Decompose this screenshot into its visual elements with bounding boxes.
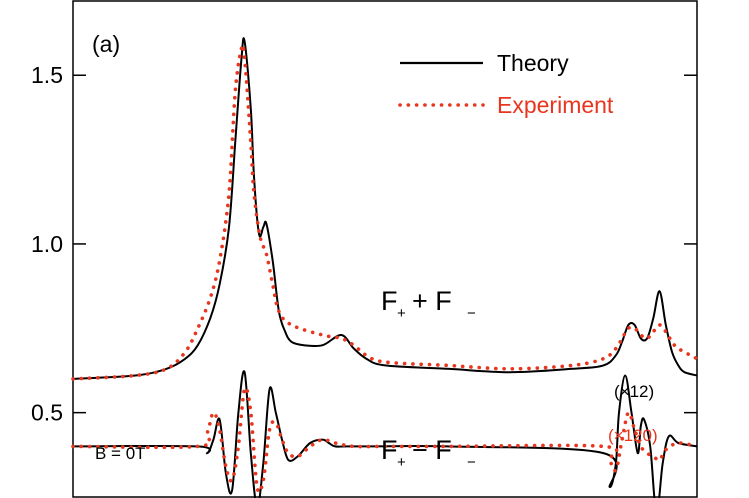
y-axis-ticks: 0.5 1.0 1.5 bbox=[31, 62, 697, 426]
legend-experiment-label: Experiment bbox=[497, 92, 614, 118]
series-lines bbox=[71, 37, 699, 498]
sum-f-plus: F bbox=[381, 286, 398, 316]
diff-operator-f: − F bbox=[412, 435, 452, 465]
y-tick-label: 1.0 bbox=[31, 231, 63, 257]
field-label: B = 0T bbox=[95, 444, 146, 463]
panel-label: (a) bbox=[92, 31, 120, 57]
theory-line-sum bbox=[72, 37, 698, 380]
theory-scale-label: (×12) bbox=[614, 382, 654, 401]
diff-sub-minus: − bbox=[467, 454, 476, 471]
experiment-scale-label: (×120) bbox=[608, 426, 658, 445]
diff-sub-plus: + bbox=[397, 454, 406, 471]
legend: Theory Experiment bbox=[398, 50, 614, 118]
sum-annotation: F + + F − bbox=[381, 286, 476, 322]
plot-frame bbox=[72, 0, 698, 498]
sum-sub-plus: + bbox=[397, 305, 406, 322]
y-tick-label: 1.5 bbox=[31, 62, 63, 88]
experiment-line-difference bbox=[71, 385, 699, 495]
sum-operator-f: + F bbox=[412, 286, 452, 316]
legend-theory-label: Theory bbox=[497, 50, 569, 76]
theory-line-difference bbox=[72, 370, 698, 498]
y-tick-label: 0.5 bbox=[31, 400, 63, 426]
experiment-line-sum bbox=[71, 43, 699, 381]
difference-annotation: F + − F − bbox=[381, 435, 476, 471]
diff-f-plus: F bbox=[381, 435, 398, 465]
sum-sub-minus: − bbox=[467, 305, 476, 322]
